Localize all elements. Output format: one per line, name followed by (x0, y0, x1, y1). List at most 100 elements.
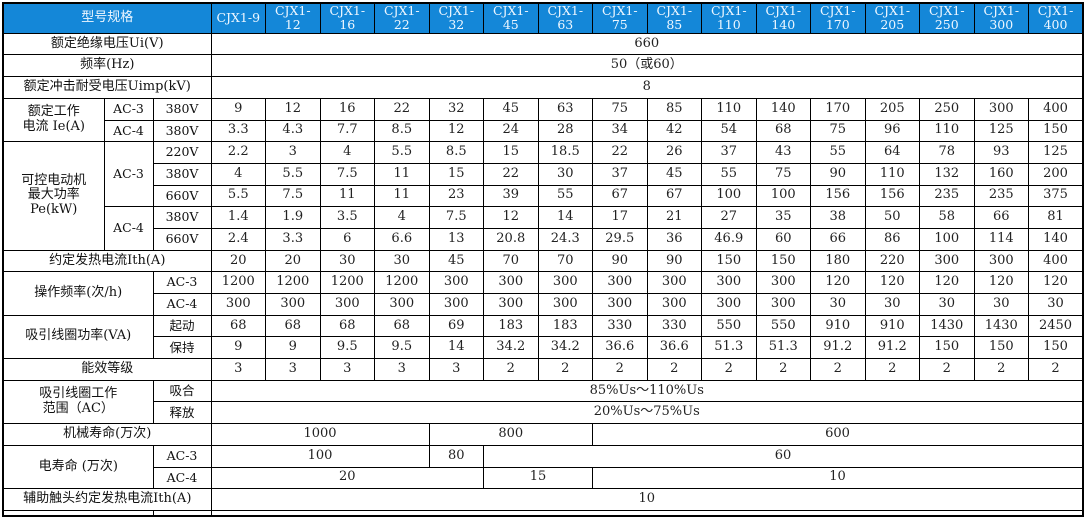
value-cell: 170 (810, 97, 866, 121)
value-cell: 1200 (210, 271, 267, 294)
value-cell: 300 (755, 293, 812, 316)
row-label-cell: 能效等级 (2, 358, 212, 381)
value-cell: 85%Us～110%Us (210, 379, 1084, 403)
table-row: 660V 2.4 3.3 6 6.6 13 20.8 24.3 29.5 36 46.9 60 66 86… (3, 227, 1084, 251)
value-cell: 250 (919, 97, 975, 121)
table-body: 额定绝缘电压Ui(V) 660 频率(Hz) 50（或60） 额定冲击耐受电压Uimp(… (2, 32, 1084, 517)
value-cell: 150 (1028, 119, 1084, 143)
value-cell: 23 (428, 184, 485, 208)
value-cell: 12 (428, 119, 485, 143)
value-cell: 140 (755, 97, 812, 121)
value-cell: 120 (864, 271, 921, 294)
row-label-cell: 机械寿命(万次) (2, 423, 212, 446)
value-cell: 13 (428, 227, 485, 251)
value-cell: 3 (265, 141, 321, 164)
value-cell: 2 (973, 358, 1030, 381)
sub-label-cell: AC-3 (152, 444, 212, 468)
value-cell: 3 (210, 358, 267, 381)
value-cell: 26 (646, 141, 703, 164)
value-cell: 2 (919, 358, 975, 381)
value-cell: 160 (973, 162, 1030, 186)
value-cell: 150 (973, 336, 1030, 360)
sub-label-cell: 660V (152, 184, 212, 208)
value-cell: 300 (701, 293, 757, 316)
value-cell: 81 (1028, 206, 1084, 229)
table-row: 频率(Hz) 50（或60） (2, 54, 1084, 78)
value-cell: 2 (701, 358, 757, 381)
row-label-cell: 额定冲击耐受电压Uimp(kV) (2, 76, 212, 99)
value-cell: 4 (319, 141, 376, 164)
value-cell: 183 (483, 314, 539, 338)
value-cell: 330 (592, 314, 648, 338)
value-cell: 8.5 (428, 141, 485, 164)
table-row (2, 509, 1084, 517)
value-cell: 68 (319, 314, 376, 338)
table-row: 可控电动机 最大功率 Pe(kW) AC-3 220V 2.2 3 4 5.5 8.5 15 18… (2, 141, 1084, 251)
value-cell: 550 (755, 314, 812, 338)
value-cell: 43 (755, 141, 812, 164)
value-cell: 12 (265, 97, 321, 121)
value-cell: 660 (210, 32, 1084, 56)
value-cell: 300 (755, 271, 812, 294)
value-cell: 20%Us～75%Us (210, 401, 1084, 425)
value-cell: 70 (483, 249, 539, 273)
value-cell: 10 (210, 488, 1084, 511)
value-cell: 1430 (973, 314, 1030, 338)
value-cell: 150 (701, 249, 757, 273)
model-header-cell: CJX1-85 (646, 2, 703, 34)
value-cell: 4 (210, 162, 267, 186)
value-cell: 100 (701, 184, 757, 208)
value-cell: 3.5 (319, 206, 376, 229)
model-header-cell: CJX1-9 (210, 2, 267, 34)
value-cell: 22 (592, 141, 648, 164)
value-cell: 66 (973, 206, 1030, 229)
table-row: 660V 5.5 7.5 11 11 23 39 55 67 67 100 100 156 156 235 2… (3, 184, 1084, 208)
value-cell: 2.4 (210, 227, 267, 251)
value-cell: 20 (265, 249, 321, 273)
value-cell: 150 (755, 249, 812, 273)
value-cell: 5.5 (210, 184, 267, 208)
value-cell: 7.7 (319, 119, 376, 143)
value-cell: 220 (864, 249, 921, 273)
value-cell: 100 (755, 184, 812, 208)
value-cell: 30 (919, 293, 975, 316)
value-cell: 69 (428, 314, 485, 338)
value-cell: 35 (755, 206, 812, 229)
value-cell: 42 (646, 119, 703, 143)
value-cell: 300 (973, 249, 1030, 273)
value-cell: 70 (537, 249, 594, 273)
value-cell: 300 (428, 271, 485, 294)
value-cell: 3 (319, 358, 376, 381)
value-cell: 2450 (1028, 314, 1084, 338)
value-cell: 4 (374, 206, 430, 229)
model-header-row: 型号规格 CJX1-9 CJX1-12 CJX1-16 CJX1-22 CJX1-32 C… (2, 2, 1084, 34)
table-row: AC-4 380V 3.3 4.3 7.7 8.5 12 24 28 34 42 54 68 75 96 11… (3, 119, 1084, 143)
value-cell: 140 (1028, 227, 1084, 251)
value-cell: 156 (810, 184, 866, 208)
table-row: 操作频率(次/h) AC-3 1200 1200 1200 1200 300 300 300 30… (2, 271, 1084, 316)
value-cell: 125 (1028, 141, 1084, 164)
value-cell: 1.9 (265, 206, 321, 229)
value-cell: 550 (701, 314, 757, 338)
value-cell: 150 (919, 336, 975, 360)
value-cell: 37 (592, 162, 648, 186)
value-cell: 375 (1028, 184, 1084, 208)
value-cell: 75 (810, 119, 866, 143)
sub-label-cell: 380V (152, 119, 212, 143)
value-cell: 39 (483, 184, 539, 208)
sub-label-cell: 660V (152, 227, 212, 251)
table-row: 380V 4 5.5 7.5 11 15 22 30 37 45 55 75 90 110 132 160 20… (3, 162, 1084, 186)
table-row: 能效等级 3 3 3 3 3 2 2 2 2 2 2 2 2 2 2 2 (2, 358, 1084, 381)
value-cell: 2 (483, 358, 539, 381)
sub-label-cell: AC-4 (152, 293, 212, 316)
value-cell: 3 (428, 358, 485, 381)
value-cell: 15 (483, 141, 539, 164)
value-cell: 300 (646, 271, 703, 294)
value-cell: 8.5 (374, 119, 430, 143)
sub-label-cell: 380V (152, 162, 212, 186)
value-cell: 120 (810, 271, 866, 294)
value-cell: 2 (592, 358, 648, 381)
model-header-cell: CJX1-12 (265, 2, 321, 34)
value-cell: 400 (1028, 97, 1084, 121)
